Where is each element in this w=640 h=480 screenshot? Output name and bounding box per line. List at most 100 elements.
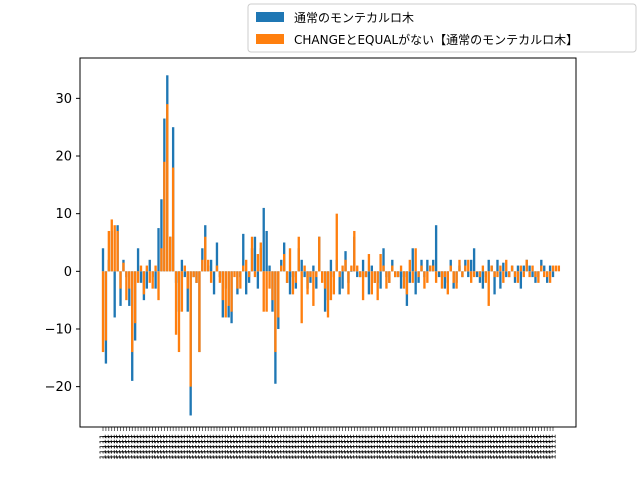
bar-series-1-27 [180,259,184,272]
x-tick-label: 11111 [519,434,528,459]
x-tick-label: 11111 [370,434,379,459]
x-tick-label: 11111 [464,434,473,459]
bar-series-2-11 [133,271,137,324]
bar-series-2-21 [163,161,166,272]
bar-series-2-115 [437,271,441,272]
x-tick-label: 11111 [329,434,338,459]
bar-series-1-147 [531,271,534,278]
x-tick-label: 11111 [543,434,552,459]
x-tick-label: 11111 [110,434,119,459]
bar-series-1-64 [288,271,292,295]
x-tick-label: 11111 [350,434,359,459]
x-tick-label: 11111 [505,434,514,459]
x-tick-label: 11111 [440,434,449,459]
bar-series-2-56 [265,271,268,312]
bar-series-2-123 [461,271,464,278]
y-tick-label: 30 [55,92,72,107]
x-tick-label: 11111 [429,434,438,459]
bar-series-1-117 [443,271,447,289]
x-tick-label: 11111 [423,434,432,459]
bar-series-2-34 [201,259,204,272]
bar-series-2-129 [478,271,482,278]
bar-series-1-105 [408,271,411,283]
bar-series-2-30 [189,271,192,387]
bar-series-2-109 [420,265,423,272]
bar-series-2-31 [192,271,195,278]
x-tick-label: 11111 [373,434,382,459]
x-tick-label: 11111 [496,434,505,459]
bar-series-2-67 [297,236,300,272]
x-tick-label: 11111 [531,434,540,459]
bars-layer [101,75,561,416]
x-tick-label: 11111 [356,434,365,459]
y-tick-label: 10 [55,207,72,222]
legend-label-series-1: 通常のモンテカルロ木 [294,11,414,25]
x-tick-label: 11111 [230,434,239,459]
x-tick-label: 11111 [172,434,181,459]
bar-series-2-138 [505,259,508,272]
bar-series-2-68 [300,271,303,324]
y-tick-label: −10 [45,322,72,337]
bar-series-2-149 [537,271,540,283]
x-tick-label: 11111 [385,434,394,459]
x-tick-label: 11111 [291,434,300,459]
bar-series-2-130 [481,265,485,272]
x-tick-label: 11111 [379,434,388,459]
x-tick-label: 11111 [461,434,470,459]
bar-series-2-63 [285,271,289,283]
bar-series-2-99 [391,265,394,272]
x-tick-label: 11111 [475,434,484,459]
x-tick-label: 11111 [534,434,543,459]
x-tick-label: 11111 [522,434,531,459]
x-tick-label: 11111 [402,434,411,459]
bar-series-2-154 [551,265,555,272]
x-tick-label: 11111 [332,434,341,459]
x-tick-label: 11111 [481,434,490,459]
bar-series-1-125 [467,271,470,278]
bar-series-2-114 [434,271,438,283]
x-tick-label: 11111 [549,434,558,459]
x-tick-label: 11111 [388,434,397,459]
x-tick-label: 11111 [490,434,499,459]
bar-series-2-79 [332,271,336,295]
x-tick-label: 11111 [242,434,251,459]
bar-series-2-69 [303,265,306,272]
bar-series-2-39 [215,265,219,272]
x-tick-label: 11111 [192,434,201,459]
bar-series-2-124 [464,265,467,272]
x-tick-label: 11111 [300,434,309,459]
x-tick-label: 11111 [303,434,312,459]
bar-series-1-78 [329,259,333,272]
bar-series-2-150 [540,265,543,272]
x-tick-label: 11111 [256,434,265,459]
x-tick-label: 11111 [394,434,403,459]
bar-series-2-96 [382,265,385,272]
x-tick-label: 11111 [546,434,555,459]
bar-series-2-7 [122,262,125,272]
x-tick-label: 11111 [326,434,335,459]
bar-series-2-105 [408,259,411,272]
legend-frame [247,3,637,53]
x-tick-label: 11111 [344,434,353,459]
legend: 通常のモンテカルロ木 CHANGEとEQUALがない【通常のモンテカルロ木】 [247,3,637,53]
bar-series-2-104 [405,271,409,295]
bar-series-2-151 [543,271,546,278]
x-tick-label: 11111 [248,434,257,459]
bar-series-2-90 [364,271,368,278]
x-tick-label: 11111 [136,434,145,459]
bar-series-2-143 [519,265,523,272]
x-tick-label: 11111 [399,434,408,459]
bar-series-2-33 [198,271,201,353]
bar-series-2-77 [326,271,330,318]
bar-series-2-155 [554,265,558,272]
x-tick-label: 11111 [163,434,172,459]
legend-swatch-series-2 [256,34,284,44]
x-tick-label: 11111 [142,434,151,459]
bar-series-2-22 [166,104,169,272]
bar-series-2-84 [347,271,350,295]
bar-series-2-40 [218,271,222,283]
x-tick-label: 11111 [286,434,295,459]
bar-series-1-68 [300,259,303,272]
bar-series-1-154 [551,271,555,278]
bar-series-1-143 [519,271,523,289]
